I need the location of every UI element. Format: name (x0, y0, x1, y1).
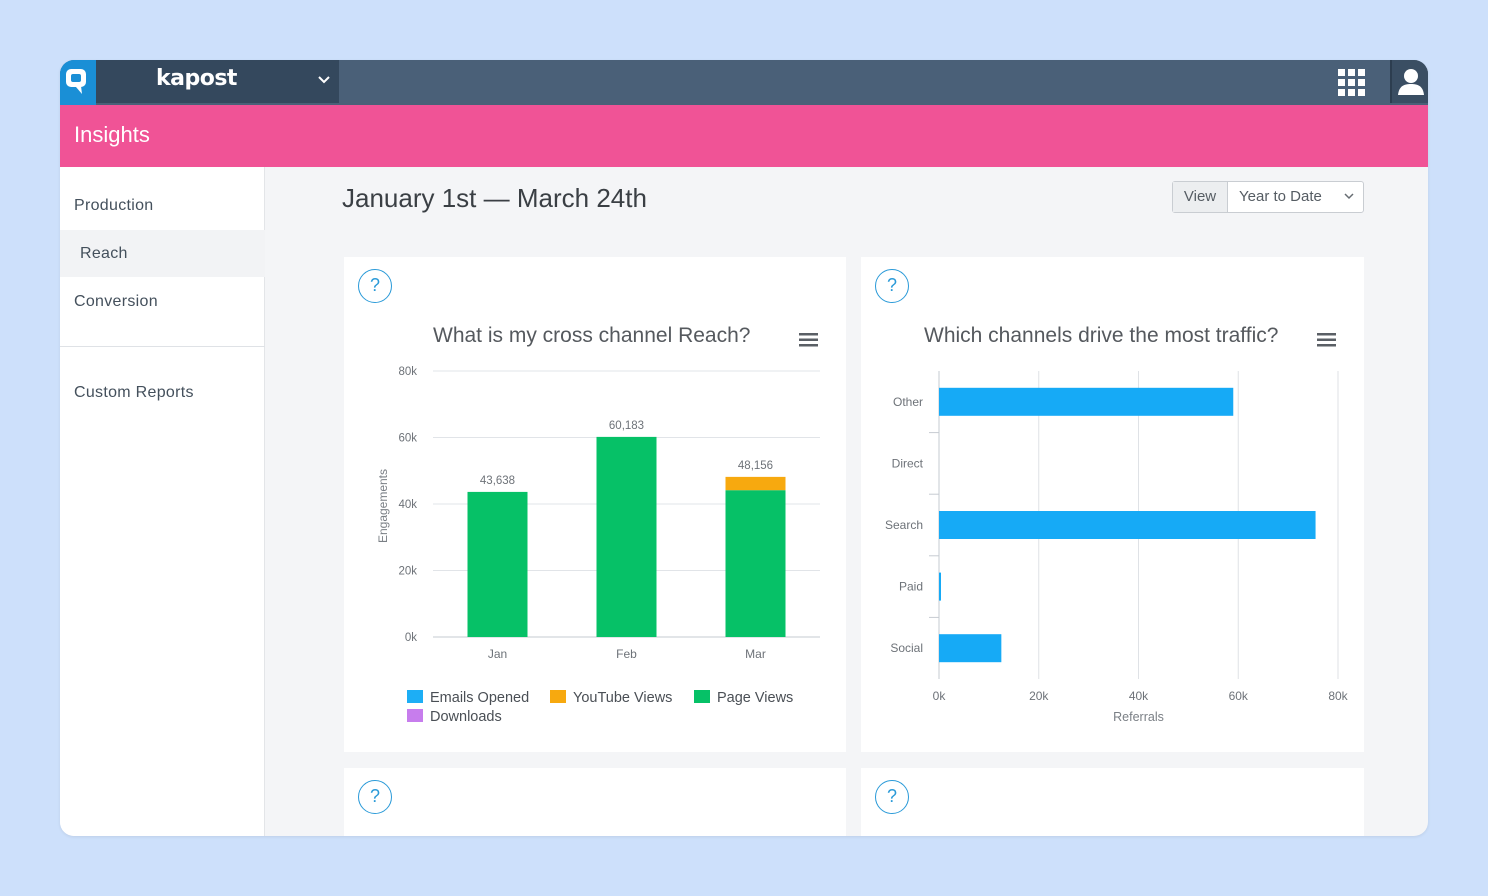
chevron-down-icon (318, 76, 330, 84)
help-icon[interactable]: ? (358, 780, 392, 814)
kapost-logo-icon[interactable] (60, 60, 96, 105)
chart-title: What is my cross channel Reach? (433, 324, 751, 347)
user-icon[interactable] (1390, 60, 1428, 103)
legend-item[interactable]: YouTube Views (550, 690, 672, 706)
x-tick-label: Mar (745, 647, 766, 661)
chart-card: ? (344, 768, 846, 836)
x-tick-label: 0k (933, 689, 947, 703)
bar (596, 436, 657, 637)
brand-switcher[interactable]: kapost (96, 60, 339, 103)
legend-swatch (407, 690, 423, 703)
data-label: 48,156 (738, 460, 773, 472)
legend-item[interactable]: Emails Opened (407, 690, 529, 706)
y-tick-label: 80k (398, 366, 417, 378)
sidebar-item-custom-reports[interactable]: Custom Reports (74, 384, 194, 401)
view-label: View (1173, 182, 1228, 212)
app-grid-icon[interactable] (1338, 69, 1366, 97)
chevron-down-icon (1344, 193, 1354, 200)
reach-chart-card: ? What is my cross channel Reach? 0k 20k 4… (344, 257, 846, 752)
view-selected-value: Year to Date (1239, 188, 1322, 205)
brand-name: kapost (156, 66, 237, 91)
y-tick-label: Social (890, 641, 923, 655)
help-icon[interactable]: ? (875, 780, 909, 814)
x-tick-label: 20k (1029, 689, 1049, 703)
reach-chart: 0k 20k 40k 60k 80k Engagements 43,638 Jan 60,183… (376, 366, 820, 661)
legend-swatch (694, 690, 710, 703)
bar (939, 634, 1002, 663)
legend-label: Emails Opened (430, 690, 530, 706)
x-tick-label: 60k (1229, 689, 1249, 703)
sidebar-item-conversion[interactable]: Conversion (74, 293, 158, 310)
hamburger-menu-icon[interactable] (799, 332, 819, 348)
help-icon[interactable]: ? (358, 269, 392, 303)
y-tick-label: Paid (899, 580, 923, 594)
chart-title: Which channels drive the most traffic? (924, 324, 1279, 347)
x-tick-label: 80k (1328, 689, 1348, 703)
legend-label: Downloads (430, 709, 502, 725)
view-selector[interactable]: View Year to Date (1172, 181, 1364, 213)
traffic-chart: 0k 20k 40k 60k 80k Referrals Other Direct Search… (885, 371, 1349, 724)
x-axis-label: Referrals (1113, 710, 1164, 724)
sidebar-item-production[interactable]: Production (74, 197, 154, 214)
bar (725, 490, 786, 637)
bar (939, 572, 941, 601)
y-tick-label: Direct (892, 456, 924, 470)
y-tick-label: Other (893, 395, 923, 409)
legend-swatch (550, 690, 566, 703)
y-tick-label: 60k (398, 433, 417, 445)
help-icon[interactable]: ? (875, 269, 909, 303)
x-tick-label: Feb (616, 647, 637, 661)
data-label: 60,183 (609, 420, 644, 432)
page-title: Insights (74, 122, 150, 147)
bar (939, 387, 1234, 416)
y-tick-label: Search (885, 518, 923, 532)
y-axis-label: Engagements (376, 469, 390, 543)
insights-header: Insights (60, 105, 1428, 167)
legend-label: Page Views (717, 690, 794, 706)
view-dropdown[interactable]: Year to Date (1228, 182, 1363, 212)
app-window: kapost Insights Production Reach Convers… (60, 60, 1428, 836)
bar (725, 476, 786, 491)
sidebar-item-reach[interactable]: Reach (60, 230, 265, 277)
sidebar: Production Reach Conversion Custom Repor… (60, 167, 265, 836)
hamburger-menu-icon[interactable] (1317, 332, 1337, 348)
top-bar: kapost (60, 60, 1428, 105)
data-label: 43,638 (480, 475, 515, 487)
traffic-chart-card: ? Which channels drive the most traffic?… (861, 257, 1364, 752)
legend-label: YouTube Views (573, 690, 673, 706)
x-tick-label: Jan (488, 647, 507, 661)
y-tick-label: 0k (405, 632, 417, 644)
legend-swatch (407, 709, 423, 722)
chart-card: ? (861, 768, 1364, 836)
x-tick-label: 40k (1129, 689, 1149, 703)
bar (939, 511, 1316, 539)
date-range-title: January 1st — March 24th (342, 183, 647, 213)
y-tick-label: 40k (398, 499, 417, 511)
legend-item[interactable]: Downloads (407, 709, 502, 725)
sidebar-divider (60, 346, 265, 347)
legend-item[interactable]: Page Views (694, 690, 793, 706)
bar (467, 491, 528, 637)
y-tick-label: 20k (398, 566, 417, 578)
